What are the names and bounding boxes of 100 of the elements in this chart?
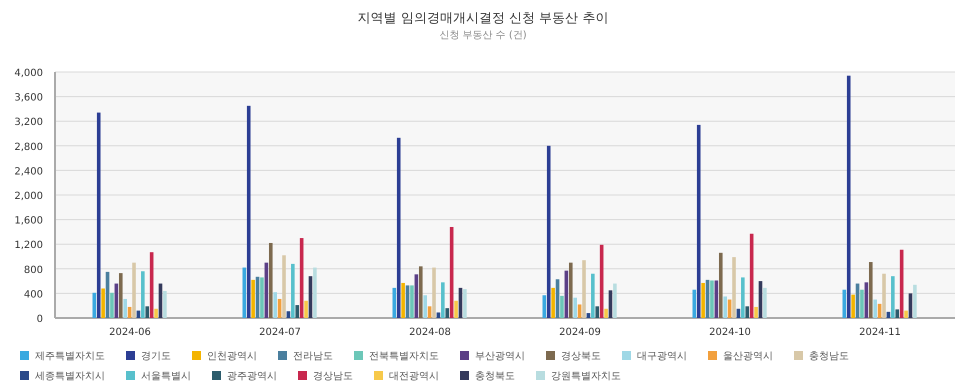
x-tick-label: 2024-07 bbox=[259, 327, 301, 338]
bar bbox=[396, 138, 401, 318]
y-tick-label: 3,600 bbox=[14, 92, 43, 104]
bar bbox=[256, 276, 260, 318]
bar bbox=[96, 112, 101, 318]
legend-label: 서울특별시 bbox=[141, 371, 191, 382]
bar bbox=[278, 298, 282, 318]
legend-label: 세종특별자치시 bbox=[35, 371, 105, 382]
bar bbox=[758, 281, 762, 318]
bar bbox=[242, 268, 246, 318]
bar bbox=[613, 284, 617, 318]
bar bbox=[158, 284, 162, 318]
legend-label: 부산광역시 bbox=[475, 351, 525, 362]
bar bbox=[560, 296, 564, 318]
legend-label: 울산광역시 bbox=[723, 351, 773, 362]
x-tick-label: 2024-09 bbox=[559, 327, 601, 338]
bar bbox=[908, 293, 912, 318]
legend-label: 충청북도 bbox=[475, 371, 515, 382]
bar bbox=[604, 308, 608, 318]
bar bbox=[458, 288, 462, 318]
legend-label: 강원특별자치도 bbox=[551, 371, 621, 382]
bar bbox=[546, 146, 551, 318]
bar bbox=[118, 273, 123, 318]
y-tick-label: 0 bbox=[36, 314, 43, 325]
bar bbox=[591, 274, 595, 318]
bar bbox=[128, 306, 132, 318]
chart-subtitle: 신청 부동산 수 (건) bbox=[439, 30, 527, 41]
y-tick-label: 1,200 bbox=[14, 240, 43, 252]
x-tick-label: 2024-11 bbox=[859, 327, 901, 338]
bar bbox=[141, 271, 145, 318]
bar bbox=[882, 274, 886, 318]
bar bbox=[856, 284, 860, 318]
bar bbox=[701, 282, 705, 318]
bar bbox=[454, 300, 458, 318]
bar bbox=[600, 244, 604, 318]
bar bbox=[428, 306, 432, 318]
bar bbox=[754, 306, 758, 318]
bar bbox=[595, 306, 600, 318]
bar bbox=[101, 288, 105, 318]
bar bbox=[741, 277, 745, 318]
bar bbox=[264, 262, 268, 318]
bar bbox=[154, 308, 158, 318]
bar bbox=[723, 296, 727, 318]
y-tick-label: 2,400 bbox=[14, 166, 43, 178]
bar bbox=[163, 290, 167, 318]
bar bbox=[106, 272, 110, 318]
bar bbox=[132, 262, 136, 318]
x-tick-label: 2024-10 bbox=[709, 327, 751, 338]
bar bbox=[150, 252, 154, 318]
bar bbox=[846, 76, 851, 318]
bar bbox=[268, 242, 273, 318]
bar bbox=[745, 306, 750, 318]
bar bbox=[291, 264, 295, 318]
legend-label: 경기도 bbox=[141, 351, 171, 362]
y-tick-label: 1,600 bbox=[14, 216, 43, 227]
bar bbox=[842, 290, 846, 318]
bar bbox=[573, 298, 577, 318]
bar bbox=[736, 308, 740, 318]
bar bbox=[714, 280, 718, 318]
legend-label: 제주특별자치도 bbox=[35, 351, 105, 362]
y-tick-label: 3,200 bbox=[14, 117, 43, 128]
bar bbox=[895, 309, 900, 318]
legend-label: 충청남도 bbox=[809, 351, 849, 362]
x-tick-label: 2024-06 bbox=[109, 327, 151, 338]
legend-label: 전라남도 bbox=[293, 351, 333, 362]
bar bbox=[692, 290, 696, 318]
legend-label: 전북특별자치도 bbox=[369, 351, 439, 362]
bar bbox=[145, 306, 150, 318]
bar bbox=[542, 295, 546, 318]
bar bbox=[864, 282, 868, 318]
bar bbox=[432, 268, 436, 318]
bar bbox=[436, 312, 440, 318]
y-tick-label: 2,800 bbox=[14, 142, 43, 153]
bar bbox=[392, 288, 396, 318]
bar bbox=[123, 298, 127, 318]
bar bbox=[110, 292, 114, 318]
legend-label: 경상북도 bbox=[561, 351, 601, 362]
bar bbox=[114, 284, 118, 318]
bar bbox=[582, 260, 586, 318]
bar bbox=[251, 280, 255, 318]
legend-label: 대전광역시 bbox=[389, 371, 439, 382]
bar bbox=[410, 285, 414, 318]
bar bbox=[900, 250, 904, 318]
chart-title: 지역별 임의경매개시결정 신청 부동산 추이 bbox=[358, 11, 608, 26]
bar bbox=[873, 300, 877, 318]
bar bbox=[718, 252, 723, 318]
bar bbox=[401, 282, 405, 318]
bar bbox=[578, 304, 582, 318]
bar bbox=[763, 288, 767, 318]
bar bbox=[300, 238, 304, 318]
x-tick-label: 2024-08 bbox=[409, 327, 451, 338]
bar bbox=[295, 305, 300, 318]
bar bbox=[586, 313, 590, 318]
bar bbox=[406, 285, 410, 318]
bar bbox=[313, 268, 317, 318]
bar bbox=[891, 276, 895, 318]
bar bbox=[728, 300, 732, 318]
legend-label: 경상남도 bbox=[313, 371, 353, 382]
bar bbox=[414, 274, 418, 318]
y-tick-label: 400 bbox=[24, 289, 43, 300]
